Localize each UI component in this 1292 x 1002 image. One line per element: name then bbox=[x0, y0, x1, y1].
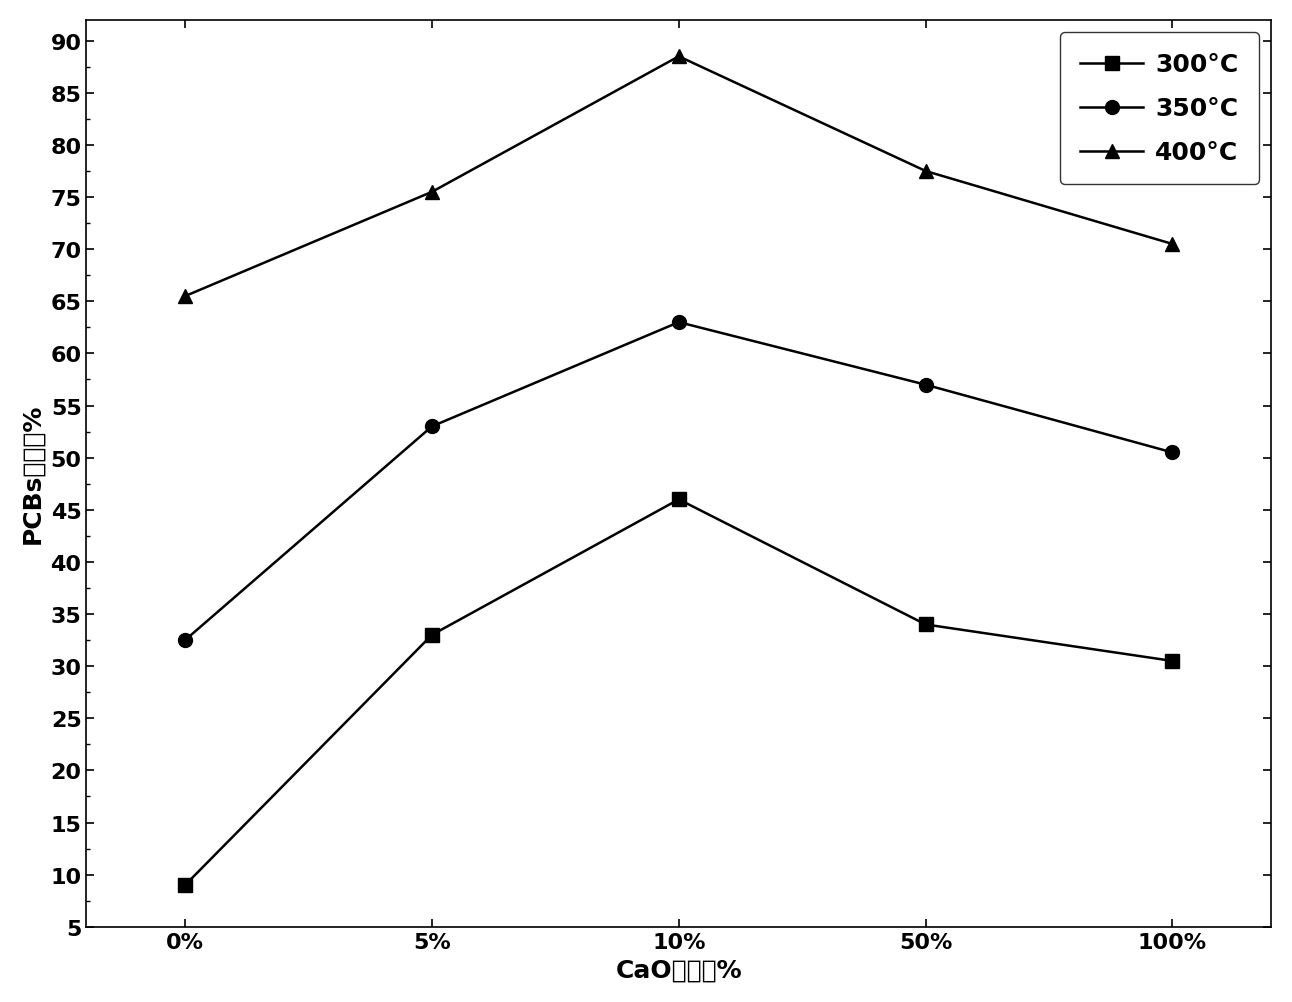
400°C bbox=[917, 165, 933, 177]
Y-axis label: PCBs脉氧率%: PCBs脉氧率% bbox=[21, 404, 45, 544]
350°C bbox=[177, 634, 193, 646]
X-axis label: CaO添加量%: CaO添加量% bbox=[615, 957, 742, 981]
400°C bbox=[1164, 238, 1180, 250]
Line: 400°C: 400°C bbox=[178, 50, 1180, 304]
350°C bbox=[424, 421, 439, 433]
Line: 300°C: 300°C bbox=[178, 493, 1180, 892]
400°C bbox=[671, 51, 686, 63]
400°C bbox=[177, 291, 193, 303]
350°C bbox=[671, 317, 686, 329]
300°C bbox=[671, 494, 686, 506]
300°C bbox=[424, 629, 439, 641]
350°C bbox=[917, 380, 933, 392]
Line: 350°C: 350°C bbox=[178, 316, 1180, 647]
300°C bbox=[177, 879, 193, 891]
350°C bbox=[1164, 447, 1180, 459]
Legend: 300°C, 350°C, 400°C: 300°C, 350°C, 400°C bbox=[1061, 33, 1258, 185]
300°C bbox=[1164, 655, 1180, 667]
400°C bbox=[424, 186, 439, 198]
300°C bbox=[917, 619, 933, 631]
